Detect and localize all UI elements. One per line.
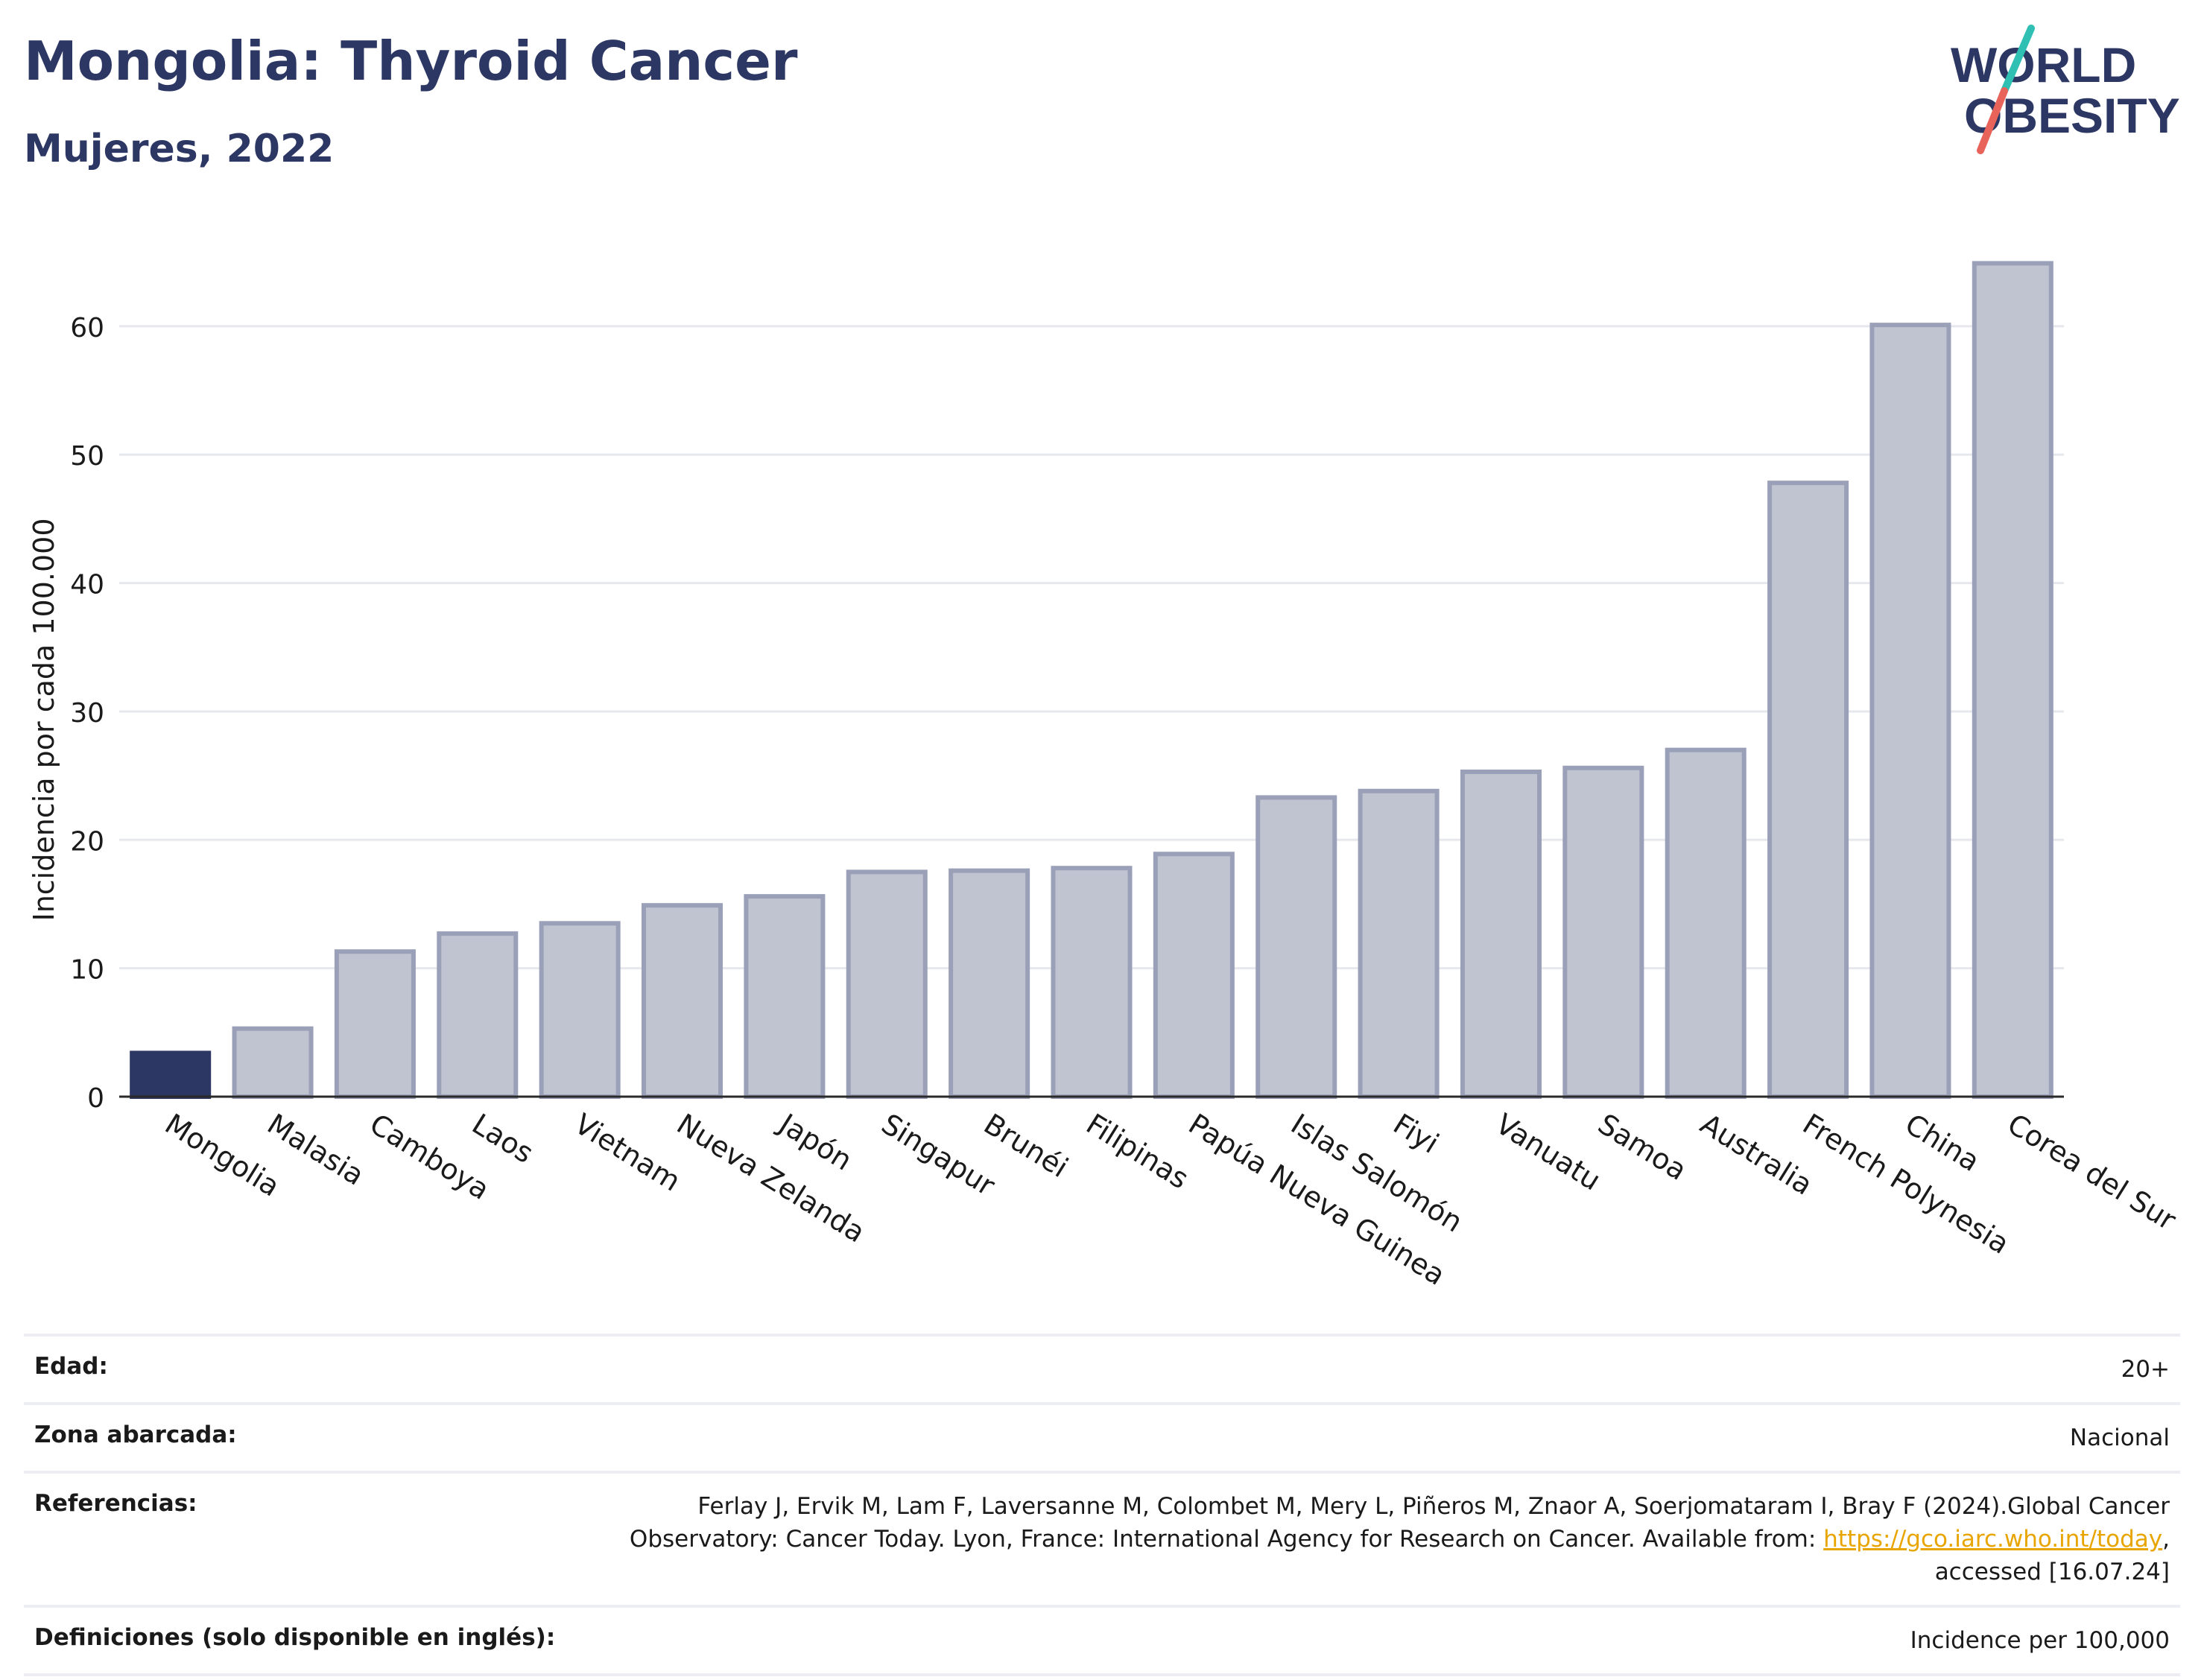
meta-label-zone: Zona abarcada:	[34, 1421, 237, 1449]
bar-brun-i	[949, 868, 1030, 1099]
y-tick-label: 40	[70, 570, 104, 600]
meta-value-zone: Nacional	[2069, 1424, 2170, 1452]
meta-value-references: Ferlay J, Ervik M, Lam F, Laversanne M, …	[568, 1490, 2170, 1588]
x-tick-label: China	[1899, 1107, 1985, 1178]
x-tick-label: Vanuatu	[1490, 1107, 1606, 1196]
logo-slash-teal	[2001, 25, 2035, 95]
y-tick-label: 20	[70, 826, 104, 857]
bar-australia	[1665, 747, 1747, 1099]
meta-row-references: Referencias: Ferlay J, Ervik M, Lam F, L…	[24, 1471, 2180, 1605]
x-tick-label: Japón	[772, 1106, 858, 1177]
y-tick-labels: 0 10 20 30 40 50 60	[70, 313, 104, 1114]
bar-pap-a-nueva-guinea	[1153, 852, 1235, 1099]
x-tick-label: Filipinas	[1080, 1107, 1194, 1195]
bar-jap-n	[744, 894, 826, 1099]
reference-text: Ferlay J, Ervik M, Lam F, Laversanne M, …	[629, 1493, 2170, 1553]
y-tick-label: 30	[70, 698, 104, 729]
metadata-table: Edad: 20+ Zona abarcada: Nacional Refere…	[24, 1334, 2180, 1677]
bar-samoa	[1562, 765, 1644, 1100]
y-tick-label: 60	[70, 313, 104, 343]
chart-title: Mongolia: Thyroid Cancer	[24, 30, 798, 92]
x-tick-label: Vietnam	[569, 1107, 686, 1197]
bar-malasia	[232, 1026, 314, 1100]
bar-vietnam	[539, 921, 621, 1099]
bar-singapur	[846, 869, 928, 1099]
logo-line1: WORLD	[1951, 37, 2136, 92]
meta-label-definitions: Definiciones (solo disponible en inglés)…	[34, 1624, 556, 1652]
bars	[130, 261, 2053, 1100]
world-obesity-logo: WORLD OBESITY	[1951, 25, 2180, 154]
bar-camboya	[334, 949, 416, 1100]
y-tick-label: 50	[70, 441, 104, 472]
x-tick-label: Laos	[466, 1107, 539, 1170]
x-tick-label: Singapur	[875, 1107, 1001, 1202]
chart-subtitle: Mujeres, 2022	[24, 127, 335, 171]
meta-label-references: Referencias:	[34, 1490, 197, 1518]
meta-row-definitions: Definiciones (solo disponible en inglés)…	[24, 1605, 2180, 1677]
x-tick-label: Samoa	[1592, 1107, 1692, 1187]
x-tick-label: Australia	[1694, 1107, 1818, 1201]
logo-slash-coral	[1977, 87, 2008, 154]
x-tick-label: Corea del Sur	[2002, 1107, 2182, 1237]
meta-row-zone: Zona abarcada: Nacional	[24, 1402, 2180, 1471]
bar-filipinas	[1051, 866, 1133, 1100]
x-tick-label: Nueva Zelanda	[671, 1107, 871, 1249]
bar-vanuatu	[1460, 769, 1542, 1099]
y-tick-label: 0	[87, 1083, 104, 1114]
reference-link[interactable]: https://gco.iarc.who.int/today	[1823, 1526, 2163, 1553]
meta-label-age: Edad:	[34, 1353, 108, 1380]
reference-accessed: , accessed [16.07.24]	[1934, 1526, 2170, 1586]
bar-corea-del-sur	[1972, 261, 2053, 1099]
y-tick-label: 10	[70, 955, 104, 986]
bar-china	[1869, 323, 1951, 1099]
meta-value-definitions: Incidence per 100,000	[1910, 1627, 2170, 1655]
meta-value-age: 20+	[2121, 1356, 2170, 1383]
bar-nueva-zelanda	[642, 903, 723, 1099]
x-tick-label: Mongolia	[159, 1107, 285, 1202]
bar-fiyi	[1358, 788, 1440, 1100]
bar-french-polynesia	[1767, 481, 1849, 1099]
x-tick-label: Fiyi	[1387, 1107, 1444, 1160]
bar-islas-salom-n	[1255, 795, 1337, 1099]
bar-laos	[437, 931, 519, 1100]
meta-row-age: Edad: 20+	[24, 1334, 2180, 1402]
bar-mongolia	[130, 1050, 212, 1100]
y-axis-label: Incidencia por cada 100.000	[28, 518, 60, 921]
